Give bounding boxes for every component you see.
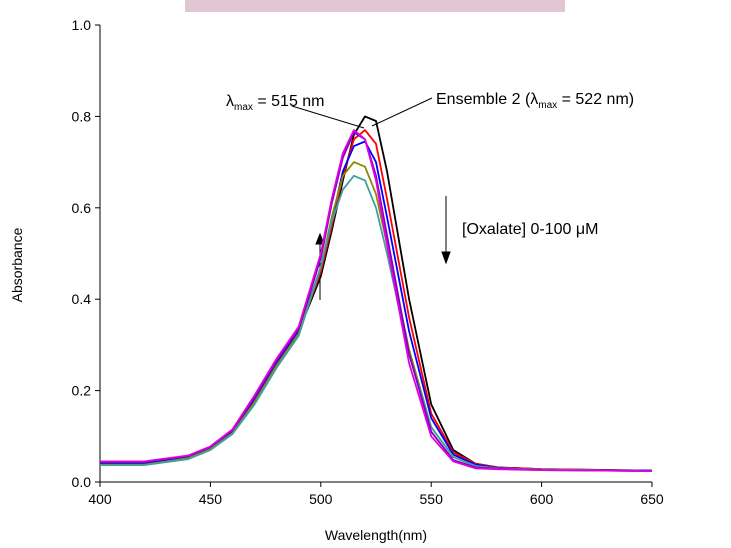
annotation: [Oxalate] 0-100 μM bbox=[462, 221, 598, 238]
annotation-arrows bbox=[291, 97, 451, 300]
blurred-image-strip bbox=[185, 0, 565, 12]
down-arrow-head bbox=[441, 251, 451, 265]
x-tick-label: 450 bbox=[199, 491, 223, 507]
y-tick-label: 1.0 bbox=[72, 17, 92, 33]
x-tick-label: 400 bbox=[88, 491, 112, 507]
annotation-text: Ensemble 2 (λ bbox=[436, 91, 538, 108]
annotation-text: λ bbox=[226, 93, 234, 110]
annotation: λmax = 515 nm bbox=[226, 93, 325, 113]
annotation-subscript: max bbox=[234, 102, 253, 113]
x-tick-label: 550 bbox=[420, 491, 444, 507]
annotation-text: M bbox=[585, 221, 598, 238]
y-tick-label: 0.2 bbox=[72, 383, 92, 399]
y-tick-label: 0.0 bbox=[72, 474, 92, 490]
leader-522 bbox=[371, 97, 433, 127]
y-tick-label: 0.6 bbox=[72, 200, 92, 216]
y-tick-label: 0.4 bbox=[72, 291, 92, 307]
y-axis-label: Absorbance bbox=[9, 227, 25, 302]
annotation-subscript: max bbox=[538, 100, 557, 111]
spectrum-line bbox=[100, 129, 653, 472]
spectrum-line bbox=[100, 115, 653, 472]
up-arrow-head bbox=[315, 232, 325, 245]
annotation-text: = 515 nm bbox=[253, 93, 325, 110]
spectrum-line bbox=[100, 174, 653, 472]
x-tick-label: 650 bbox=[640, 491, 664, 507]
spectrum-line bbox=[100, 140, 653, 472]
annotation: Ensemble 2 (λmax = 522 nm) bbox=[436, 91, 634, 111]
x-tick-label: 500 bbox=[309, 491, 333, 507]
x-tick-label: 600 bbox=[530, 491, 554, 507]
annotation-text: = 522 nm) bbox=[557, 91, 634, 108]
annotation-text: [Oxalate] 0-100 bbox=[462, 221, 576, 238]
y-tick-label: 0.8 bbox=[72, 108, 92, 124]
leader-515 bbox=[291, 105, 365, 129]
x-axis-label: Wavelength(nm) bbox=[325, 527, 427, 543]
annotation-text: μ bbox=[576, 221, 585, 238]
